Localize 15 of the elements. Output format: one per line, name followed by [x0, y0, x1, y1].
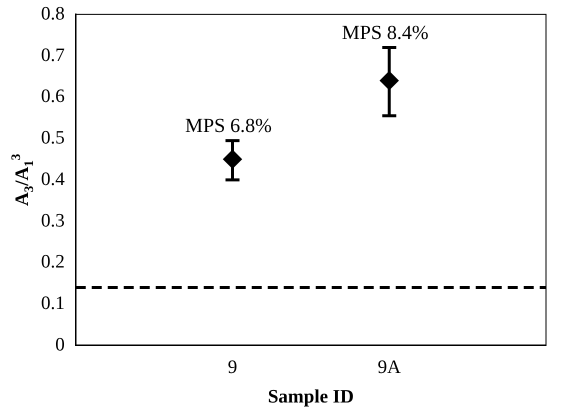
y-tick-label: 0.8	[41, 3, 65, 24]
y-tick-label: 0.4	[41, 168, 66, 190]
y-tick-label: 0.7	[41, 44, 65, 66]
y-tick-label: 0.1	[41, 293, 65, 314]
y-axis-title: A3/A13	[8, 153, 36, 206]
y-tick-label: 0.2	[41, 252, 65, 273]
x-tick-label: 9	[228, 356, 238, 378]
annotation: MPS 6.8%	[185, 114, 272, 137]
x-axis-title: Sample ID	[268, 386, 354, 408]
y-tick-label: 0.6	[41, 86, 65, 108]
y-tick-label: 0.3	[41, 210, 65, 232]
annotation: MPS 8.4%	[342, 22, 429, 44]
x-tick-label: 9A	[378, 356, 402, 378]
y-tick-label: 0	[55, 334, 65, 356]
y-tick-label: 0.5	[41, 128, 65, 149]
